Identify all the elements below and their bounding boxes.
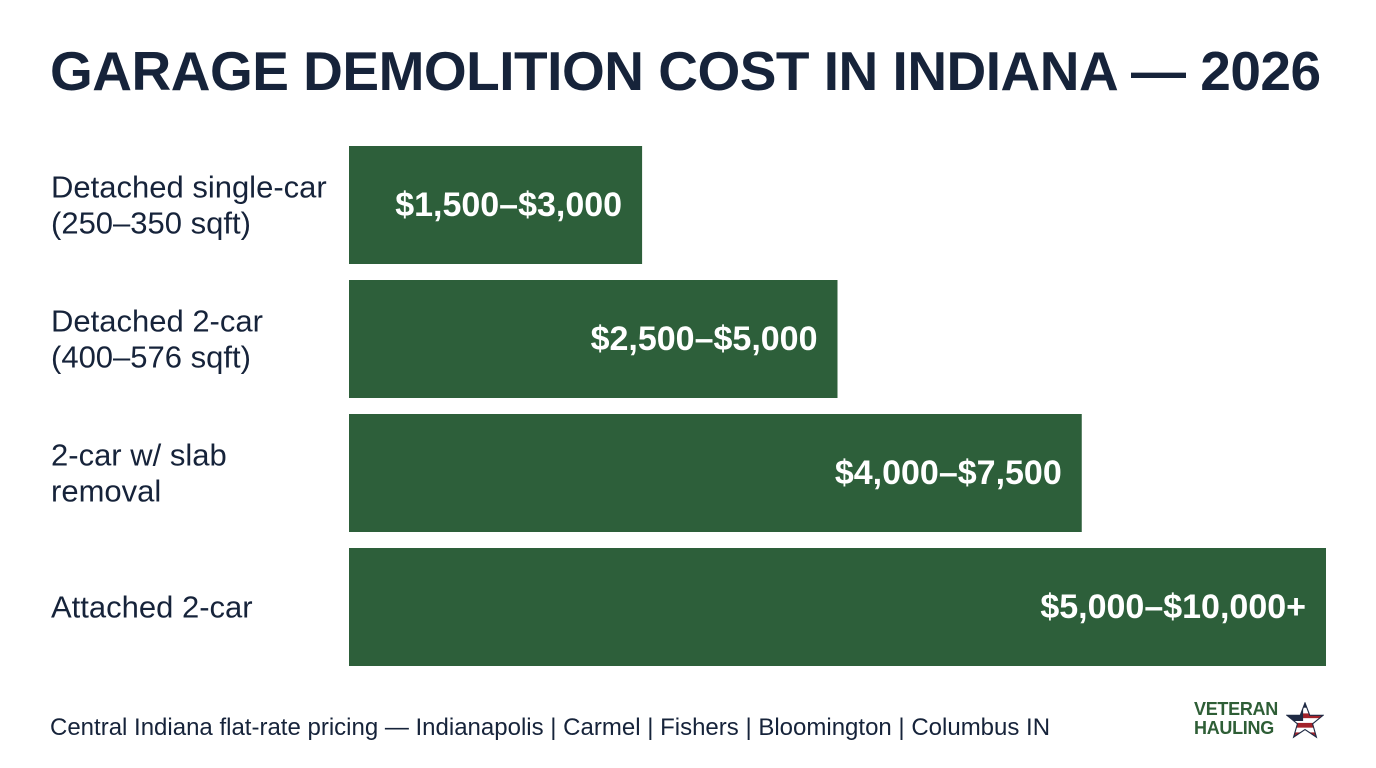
category-label-4: Attached 2-car <box>51 590 253 625</box>
logo-line-2: HAULING <box>1194 718 1274 738</box>
bar-3 <box>349 414 1082 532</box>
category-label-3-line-1: 2-car w/ slab <box>51 438 227 473</box>
category-label-1: Detached single-car (250–350 sqft) <box>51 170 327 241</box>
category-label-2-line-1: Detached 2-car <box>51 304 263 339</box>
category-label-1-line-2: (250–350 sqft) <box>51 206 251 241</box>
bar-1 <box>349 146 643 264</box>
chart-title: GARAGE DEMOLITION COST IN INDIANA — 2026 <box>50 40 1321 102</box>
bar-value-label-2: $2,500–$5,000 <box>591 320 818 358</box>
bar-value-label-3: $4,000–$7,500 <box>835 454 1062 492</box>
category-label-3: 2-car w/ slab removal <box>51 438 227 509</box>
category-label-4-line-1: Attached 2-car <box>51 590 253 625</box>
category-label-2-line-2: (400–576 sqft) <box>51 340 251 375</box>
footer-caption: Central Indiana flat-rate pricing — Indi… <box>50 714 1051 741</box>
category-label-2: Detached 2-car (400–576 sqft) <box>51 304 263 375</box>
category-label-1-line-1: Detached single-car <box>51 170 327 205</box>
logo-line-1: VETERAN <box>1194 699 1278 719</box>
star-flag-icon <box>1286 702 1324 739</box>
bar-4 <box>349 548 1326 666</box>
brand-logo: VETERAN HAULING <box>1194 700 1334 742</box>
bar-value-label-1: $1,500–$3,000 <box>395 186 622 224</box>
bar-2 <box>349 280 838 398</box>
bar-value-label-4: $5,000–$10,000+ <box>1040 588 1306 626</box>
category-label-3-line-2: removal <box>51 474 161 509</box>
